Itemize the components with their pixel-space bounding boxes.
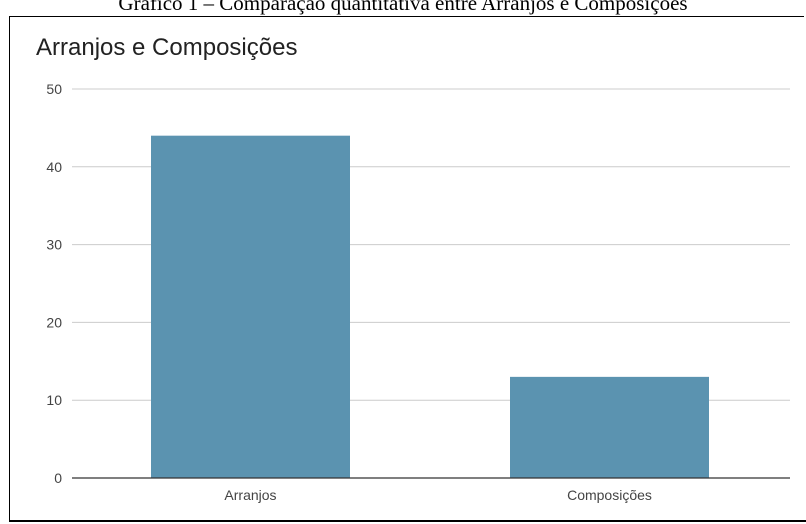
bar-composições (510, 376, 709, 478)
y-tick-label: 10 (46, 392, 62, 408)
y-tick-label: 40 (46, 159, 62, 175)
x-tick-label: Composições (567, 487, 652, 503)
bar-arranjos (151, 135, 350, 478)
y-tick-label: 50 (46, 81, 62, 97)
figure-caption: Gráfico 1 – Comparação quantitativa entr… (118, 0, 688, 15)
chart-title: Arranjos e Composições (36, 34, 298, 61)
x-tick-label: Arranjos (224, 487, 276, 503)
y-tick-label: 0 (54, 470, 62, 486)
y-tick-label: 20 (46, 314, 62, 330)
y-tick-label: 30 (46, 237, 62, 253)
chart-frame-bottom-border (9, 520, 806, 522)
